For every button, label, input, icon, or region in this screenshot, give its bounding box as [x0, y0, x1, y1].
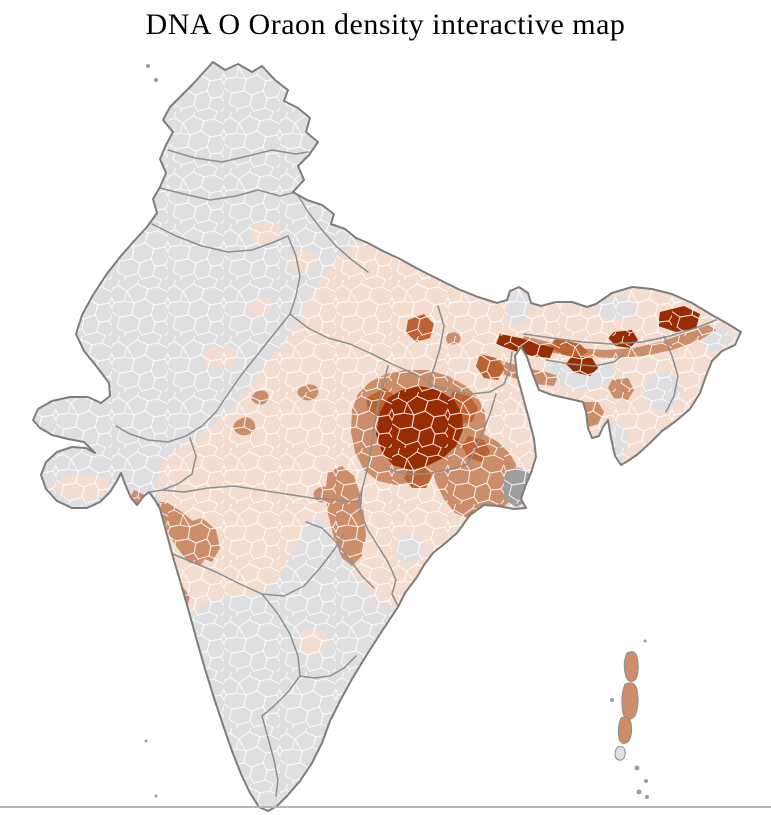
- kashmir-fragment-2: [154, 78, 158, 82]
- state-borders: [115, 149, 717, 797]
- islands: [144, 64, 649, 799]
- kashmir-fragment-1: [146, 64, 150, 68]
- lakshadweep-dot-1: [144, 739, 148, 743]
- island-dot-1: [610, 698, 614, 702]
- nicobar-dot-4: [645, 795, 649, 799]
- region-andaman-north[interactable]: [623, 651, 639, 683]
- region-goa-konkan-sliver[interactable]: [164, 598, 182, 642]
- nicobar-dot-1: [634, 765, 640, 771]
- nicobar-dot-2: [644, 779, 648, 783]
- island-dot-2: [643, 639, 647, 643]
- lakshadweep-dot-2: [154, 794, 158, 798]
- bottom-divider: [0, 806, 771, 808]
- region-andaman-middle[interactable]: [621, 682, 639, 720]
- region-andaman-south[interactable]: [617, 716, 633, 745]
- region-little-andaman[interactable]: [614, 746, 626, 761]
- map-title: DNA O Oraon density interactive map: [145, 8, 626, 41]
- nicobar-dot-3: [636, 789, 642, 795]
